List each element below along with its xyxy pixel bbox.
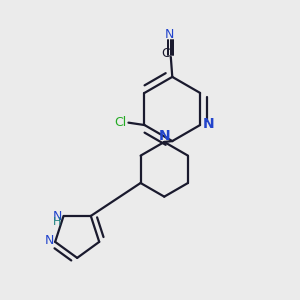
Text: N: N — [52, 210, 62, 223]
Text: N: N — [158, 129, 170, 143]
Text: N: N — [45, 234, 55, 247]
Text: Cl: Cl — [114, 116, 126, 129]
Text: H: H — [53, 218, 61, 227]
Text: N: N — [165, 28, 175, 41]
Text: N: N — [202, 117, 214, 131]
Text: C: C — [161, 47, 170, 61]
